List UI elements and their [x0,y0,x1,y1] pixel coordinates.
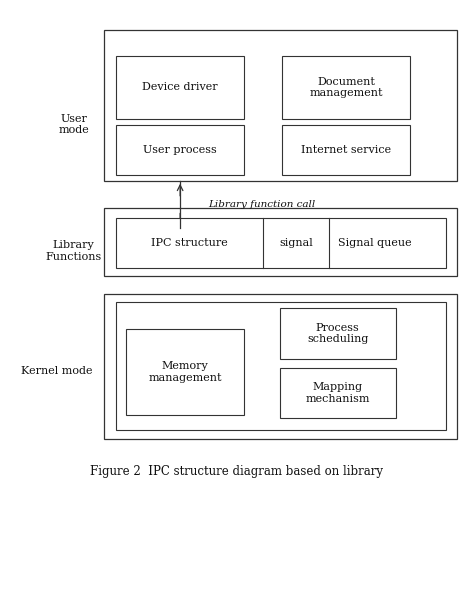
Text: signal: signal [279,238,313,248]
Bar [104,30,457,181]
Text: Library
Functions: Library Functions [46,240,101,262]
Bar [104,294,457,439]
Text: Process
scheduling: Process scheduling [307,323,368,345]
Text: IPC structure: IPC structure [151,238,228,248]
Bar [280,308,396,359]
Bar [280,368,396,418]
Text: Mapping
mechanism: Mapping mechanism [305,382,370,404]
Text: User process: User process [143,145,217,155]
Bar [116,218,446,268]
Bar [116,302,446,430]
Text: Document
management: Document management [309,76,383,98]
Bar [116,125,244,175]
Text: Kernel mode: Kernel mode [21,366,92,375]
Bar [126,329,244,415]
Bar [282,56,410,119]
Bar [116,56,244,119]
Bar [282,125,410,175]
Bar [104,208,457,276]
Text: Memory
management: Memory management [148,361,222,383]
Text: Internet service: Internet service [301,145,391,155]
Text: Figure 2  IPC structure diagram based on library: Figure 2 IPC structure diagram based on … [91,465,383,478]
Text: Library function call: Library function call [209,200,316,209]
Text: User
mode: User mode [58,114,89,135]
Text: Signal queue: Signal queue [337,238,411,248]
Text: Device driver: Device driver [142,82,218,93]
